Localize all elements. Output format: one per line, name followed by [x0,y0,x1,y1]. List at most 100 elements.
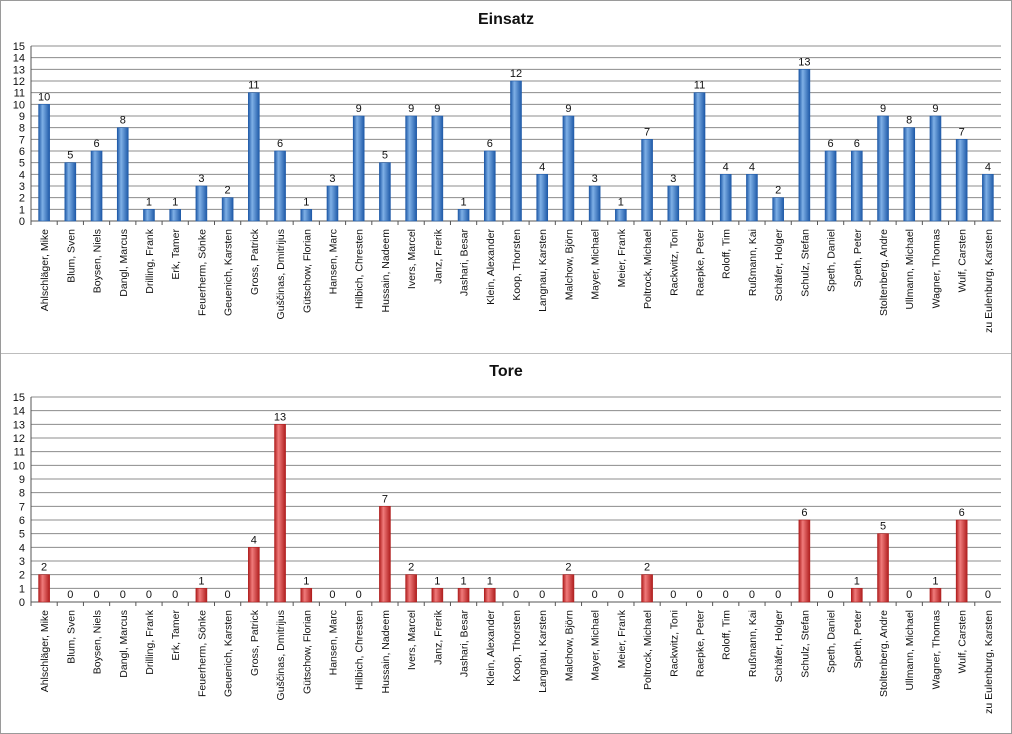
einsatz-category-label: Klein, Alexander [485,229,497,305]
tore-y-tick-label: 11 [14,447,25,459]
tore-bar [798,519,811,603]
einsatz-data-label: 6 [93,138,99,150]
einsatz-data-label: 1 [172,196,178,208]
einsatz-bar [457,209,470,222]
tore-category-label: Erk, Tamer [170,610,182,661]
einsatz-bar [431,115,444,222]
einsatz-category-label: Dangl, Marcus [118,229,130,297]
tore-bar [38,574,50,603]
tore-category-label: Meier, Frank [616,609,628,668]
einsatz-data-label: 3 [329,173,335,185]
tore-y-tick-label: 2 [19,570,25,582]
tore-category-label: Blum, Sven [65,610,77,664]
tore-category-label: Speth, Daniel [826,610,838,673]
tore-bar [274,424,286,603]
einsatz-bar [248,92,260,222]
einsatz-bar [405,115,417,222]
einsatz-category-label: Janz, Frerik [432,228,444,284]
tore-y-tick-label: 7 [19,501,25,513]
einsatz-bar [379,162,391,222]
einsatz-category-label: Hansen, Marc [327,229,339,294]
einsatz-bar [851,150,863,222]
tore-category-label: Gross, Patrick [249,609,261,676]
einsatz-category-label: Roloff, Tim [721,229,733,279]
einsatz-data-label: 5 [67,150,73,162]
tore-data-label: 4 [251,534,257,546]
einsatz-y-tick-label: 8 [19,123,25,135]
tore-category-label: Klein, Alexander [485,610,497,686]
einsatz-data-label: 10 [38,91,50,103]
tore-category-label: Jashari, Besar [459,610,471,678]
einsatz-bar [903,127,916,222]
einsatz-bar [615,209,627,222]
tore-data-label: 0 [329,589,335,601]
tore-data-label: 1 [434,575,440,587]
tore-category-label: Hussain, Nadeem [380,610,392,694]
tore-data-label: 0 [670,589,676,601]
tore-bar [562,574,575,603]
einsatz-bar [64,162,77,222]
tore-y-tick-label: 12 [13,433,25,445]
tore-y-tick-label: 9 [19,474,25,486]
tore-data-label: 7 [382,493,388,505]
einsatz-bar [772,197,784,222]
tore-category-label: Hilbich, Chresten [354,610,366,690]
einsatz-category-label: Gütschow, Florian [301,229,313,313]
tore-data-label: 2 [565,562,571,574]
einsatz-category-label: Boysen, Niels [92,229,104,293]
tore-category-label: Koop, Thorsten [511,610,523,682]
tore-data-label: 6 [959,507,965,519]
einsatz-data-label: 6 [487,138,493,150]
tore-data-label: 0 [67,589,73,601]
tore-bar [405,574,417,603]
tore-data-label: 0 [828,589,834,601]
einsatz-data-label: 2 [225,185,231,197]
einsatz-y-tick-label: 15 [13,41,25,53]
einsatz-y-tick-label: 1 [19,204,25,216]
tore-data-label: 0 [592,589,598,601]
einsatz-category-label: Langnau, Karsten [537,229,549,312]
einsatz-category-label: Schulz, Stefan [799,229,811,297]
tore-bar [195,588,208,603]
einsatz-category-label: Guščinas, Dmitrijus [275,229,287,319]
einsatz-y-tick-label: 11 [14,88,25,100]
tore-y-tick-label: 10 [13,460,25,472]
einsatz-y-tick-label: 0 [19,216,25,228]
tore-category-label: Schäfer, Holger [773,609,785,682]
tore-bar [379,506,391,603]
einsatz-y-tick-label: 2 [19,193,25,205]
tore-category-label: Guščinas, Dmitrijus [275,610,287,700]
einsatz-category-label: Meier, Frank [616,228,628,287]
einsatz-chart-title: Einsatz [477,11,534,28]
tore-category-label: Rußmann, Kai [747,610,759,677]
einsatz-bar [143,209,155,222]
einsatz-bar [667,185,680,222]
einsatz-data-label: 7 [644,126,650,138]
tore-data-label: 13 [274,411,286,423]
einsatz-bar [824,150,837,222]
einsatz-data-label: 5 [382,150,388,162]
einsatz-y-tick-label: 14 [13,53,25,65]
tore-y-tick-label: 8 [19,488,25,500]
einsatz-category-label: Rackwitz, Toni [668,229,680,296]
einsatz-data-label: 13 [798,56,810,68]
einsatz-category-label: Geuenich, Karsten [223,229,235,316]
tore-data-label: 0 [985,589,991,601]
tore-data-label: 5 [880,521,886,533]
tore-category-label: Geuenich, Karsten [223,610,235,697]
einsatz-bar [90,150,103,222]
tore-y-tick-label: 4 [19,542,25,554]
einsatz-chart-panel: Einsatz 0 1 2 3 4 5 6 7 8 9 10 11 12 13 14 15 10 Ahlschlä… [1,1,1011,354]
einsatz-category-label: Ullmann, Michael [904,229,916,310]
tore-chart-title: Tore [489,363,523,380]
einsatz-bar [169,209,181,222]
tore-category-label: Roloff, Tim [721,610,733,660]
tore-data-label: 0 [146,589,152,601]
einsatz-bar [536,174,549,222]
tore-y-tick-label: 1 [19,583,25,595]
einsatz-category-label: Ivers, Marcel [406,229,418,289]
einsatz-data-label: 11 [694,80,705,92]
tore-data-label: 0 [120,589,126,601]
einsatz-data-label: 7 [959,126,965,138]
